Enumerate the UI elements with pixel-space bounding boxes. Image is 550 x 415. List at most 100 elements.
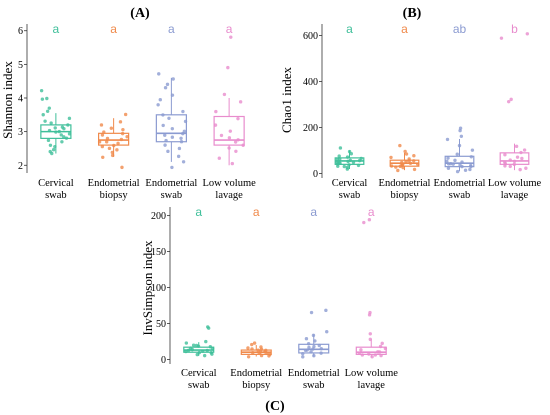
panel-a-category-label: lavage — [215, 190, 243, 201]
data-point — [171, 77, 175, 81]
data-point — [460, 164, 464, 169]
data-point — [367, 352, 371, 356]
data-point — [246, 346, 250, 350]
panel-a-y-tick-label: 2 — [18, 161, 23, 172]
data-point — [522, 148, 527, 152]
data-point — [210, 352, 214, 356]
panel-a-letter: (A) — [130, 6, 150, 21]
panel-c-category-label: biopsy — [242, 380, 271, 391]
data-point — [377, 350, 382, 354]
data-point — [164, 138, 168, 143]
data-point — [259, 347, 264, 351]
panel-a-y-tick-label: 6 — [18, 26, 23, 37]
data-point — [378, 344, 383, 349]
data-point — [403, 149, 407, 154]
data-point — [234, 149, 238, 153]
data-point — [163, 133, 167, 137]
data-point — [506, 99, 511, 104]
data-point — [229, 35, 233, 39]
data-point — [455, 169, 460, 174]
data-point — [227, 136, 232, 140]
data-point — [109, 126, 114, 130]
data-point — [102, 130, 106, 134]
data-point — [520, 156, 524, 161]
data-point — [214, 109, 218, 114]
panel-a-category-label: Low volume — [202, 178, 256, 189]
data-point — [181, 109, 185, 114]
data-point — [265, 351, 269, 356]
panel-b-category-label: lavage — [501, 190, 529, 201]
panel-c-group-letter: a — [195, 205, 202, 219]
data-point — [181, 131, 185, 136]
data-point — [312, 353, 316, 358]
data-point — [512, 159, 517, 164]
data-point — [228, 129, 233, 133]
panel-c-box-low-volume-lavage — [355, 218, 388, 359]
data-point — [337, 154, 341, 158]
panel-c-category-label: Cervical — [181, 368, 217, 379]
data-point — [45, 96, 49, 101]
data-point — [407, 159, 411, 163]
data-point — [181, 160, 186, 164]
panel-b-group-letter: ab — [453, 22, 467, 36]
data-point — [183, 119, 188, 124]
data-point — [165, 82, 170, 87]
data-point — [460, 160, 464, 164]
data-point — [217, 156, 222, 160]
data-point — [170, 93, 175, 97]
data-point — [503, 164, 507, 168]
data-point — [53, 126, 57, 130]
panel-b-group-letter: a — [401, 22, 408, 36]
data-point — [404, 159, 408, 164]
panel-b-y-tick-label: 0 — [313, 169, 318, 180]
box — [355, 346, 387, 355]
data-point — [336, 164, 340, 168]
data-point — [62, 126, 66, 131]
data-point — [360, 353, 365, 357]
data-point — [508, 164, 512, 169]
data-point — [404, 152, 409, 156]
data-point — [468, 167, 472, 172]
data-point — [347, 163, 351, 167]
panel-b-category-label: Cervical — [332, 178, 368, 189]
data-point — [67, 132, 72, 136]
data-point — [176, 154, 181, 159]
data-point — [41, 113, 45, 117]
data-point — [398, 143, 402, 148]
panel-b-group-letter: b — [511, 22, 518, 36]
data-point — [251, 351, 255, 355]
panel-b-category-label: biopsy — [390, 190, 419, 201]
data-point — [222, 92, 227, 97]
data-point — [210, 346, 215, 351]
data-point — [446, 166, 451, 170]
panel-a-ylabel: Shannon index — [0, 61, 15, 139]
data-point — [357, 351, 361, 356]
data-point — [120, 165, 124, 170]
data-point — [349, 152, 354, 156]
data-point — [519, 150, 523, 155]
panel-b-box-endometrial-biopsy — [389, 143, 420, 173]
data-point — [313, 339, 317, 343]
data-point — [306, 341, 311, 346]
data-point — [335, 157, 340, 161]
data-point — [252, 341, 257, 345]
data-point — [195, 352, 199, 357]
data-point — [121, 127, 125, 132]
data-point — [167, 116, 171, 120]
data-point — [301, 355, 305, 359]
data-point — [304, 336, 309, 341]
data-point — [123, 112, 128, 117]
panel-b-y-tick-label: 600 — [303, 31, 318, 42]
data-point — [97, 140, 102, 144]
data-point — [205, 348, 209, 353]
data-point — [186, 348, 191, 352]
data-point — [120, 131, 125, 136]
panel-b-letter: (B) — [403, 6, 422, 21]
data-point — [453, 158, 457, 163]
panel-b-ylabel: Chao1 index — [279, 66, 294, 133]
data-point — [303, 348, 308, 353]
panel-a-box-endometrial-biopsy — [97, 112, 130, 170]
